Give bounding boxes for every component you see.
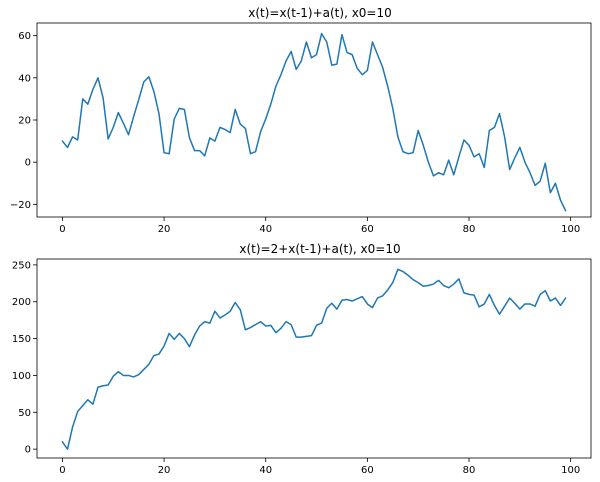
y-tick-label: 50 [18, 408, 31, 419]
x-tick-label: 40 [259, 224, 272, 235]
y-tick-label: 100 [12, 371, 31, 382]
x-tick-label: 100 [561, 224, 580, 235]
axes-frame-2 [36, 258, 592, 459]
x-tick-label: 0 [59, 224, 65, 235]
y-tick-label: 0 [25, 445, 31, 456]
x-tick-label: 20 [158, 224, 171, 235]
x-tick-label: 0 [59, 465, 65, 476]
y-tick-label: 20 [18, 116, 31, 127]
y-tick-label: 60 [18, 31, 31, 42]
x-tick-label: 40 [259, 465, 272, 476]
x-tick-label: 80 [463, 224, 476, 235]
y-tick-label: 40 [18, 73, 31, 84]
x-tick-label: 60 [361, 224, 374, 235]
y-tick-label: 200 [12, 297, 31, 308]
series-line-2-1 [61, 268, 567, 450]
axes-frame-1 [36, 22, 592, 218]
y-tick-label: 250 [12, 260, 31, 271]
chart-title-1: x(t)=x(t-1)+a(t), x0=10 [248, 6, 392, 20]
subplot-2: x(t)=2+x(t-1)+a(t), x0=10 0 20 40 60 80 100 0 5… [12, 242, 592, 476]
series-line-1-1 [61, 32, 567, 212]
y-tick-label: −20 [10, 200, 31, 211]
x-tick-label: 100 [561, 465, 580, 476]
x-tick-label: 80 [463, 465, 476, 476]
x-tick-label: 60 [361, 465, 374, 476]
y-tick-label: 150 [12, 334, 31, 345]
subplot-1: x(t)=x(t-1)+a(t), x0=10 0 20 40 60 80 100 −20 0… [10, 6, 592, 235]
y-tick-label: 0 [25, 158, 31, 169]
chart-title-2: x(t)=2+x(t-1)+a(t), x0=10 [239, 242, 400, 256]
x-tick-label: 20 [158, 465, 171, 476]
